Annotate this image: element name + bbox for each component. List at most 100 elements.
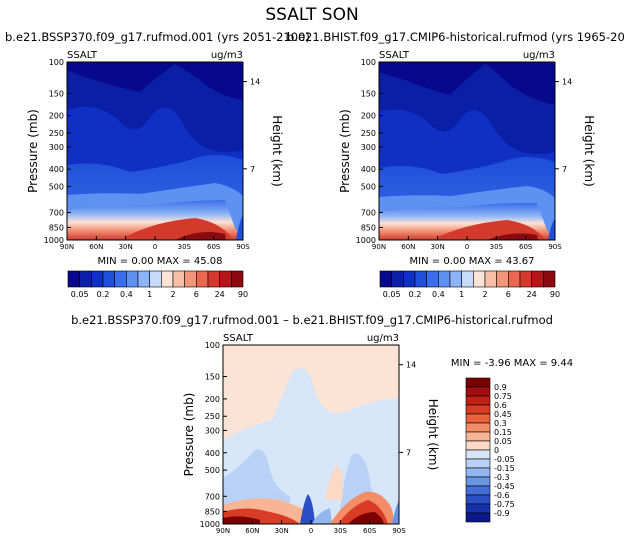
colorbar-box [465,413,491,424]
y-tick-label: 250 [49,129,64,138]
y2-tick-label: 7 [562,165,567,174]
panel-1-case-title: b.e21.BSSP370.f09_g17.rufmod.001 (yrs 20… [5,30,310,44]
colorbar-box [496,270,509,288]
y-tick-label: 200 [205,395,220,404]
panel-3-variable-label: SSALT [223,333,254,344]
colorbar-box [508,270,521,288]
colorbar-panel-2: 0.05 0.2 0.4 1 2 6 24 90 [379,270,560,299]
y-axis-title: Pressure (mb) [182,393,196,477]
colorbar-label: 0.3 [494,419,507,428]
y-tick-label: 850 [49,223,64,232]
colorbar-label: -0.75 [494,500,515,509]
panel-2-units-label: ug/m3 [523,50,555,61]
colorbar-label: 24 [527,290,537,299]
panel-3-case-title: b.e21.BSSP370.f09_g17.rufmod.001 – b.e21… [71,313,553,327]
colorbar-box [465,395,491,406]
colorbar-box [414,270,427,288]
y2-tick-label: 14 [250,78,260,87]
y-tick-label: 700 [205,492,220,501]
panel-1: b.e21.BSSP370.f09_g17.rufmod.001 (yrs 20… [5,30,310,267]
colorbar-difference: 0.90.750.60.450.30.150.050-0.05-0.15-0.3… [465,377,515,523]
panel-3-field [223,345,399,524]
colorbar-box [102,270,115,288]
x-tick-label: 90N [216,527,230,535]
colorbar-label: 0.15 [494,428,512,437]
panel-2-axes: 90N 60N 30N 0 30S 60S 90S 100 150 200 250 300 400 500… [338,58,596,251]
x-tick-label: 60N [245,527,259,535]
colorbar-label: -0.9 [494,509,510,518]
y-tick-label: 200 [49,112,64,121]
colorbar-label: 0.75 [494,392,512,401]
x-tick-label: 60S [519,243,533,251]
colorbar-box [449,270,462,288]
colorbar-box [79,270,92,288]
y-tick-label: 500 [49,182,64,191]
y2-tick-label: 7 [406,448,411,457]
y-tick-label: 300 [205,426,220,435]
panel-2: b.e21.BHIST.f09_g17.CMIP6-historical.ruf… [287,30,625,267]
x-tick-label: 90N [372,243,386,251]
panel-2-variable-label: SSALT [379,50,410,61]
colorbar-box [137,270,150,288]
panel-3: b.e21.BSSP370.f09_g17.rufmod.001 – b.e21… [71,313,573,525]
x-tick-label: 90S [236,243,250,251]
colorbar-label: 0.05 [494,437,512,446]
y-tick-label: 250 [205,412,220,421]
colorbar-label: 0.05 [71,290,89,299]
colorbar-label: 1 [459,290,464,299]
x-tick-label: 60N [401,243,415,251]
figure-title: SSALT SON [265,5,358,25]
colorbar-box [461,270,474,288]
colorbar-label: 0 [494,446,499,455]
colorbar-label: 6 [194,290,199,299]
y-tick-label: 100 [205,341,220,350]
y2-tick-label: 7 [250,165,255,174]
y-tick-label: 200 [361,112,376,121]
panel-1-axes: 90N 60N 30N 0 30S 60S 90S 100 150 200 250 300 400 500… [26,58,284,251]
x-tick-label: 30S [490,243,504,251]
y-tick-label: 1000 [200,520,220,529]
colorbar-box [438,270,451,288]
y-tick-label: 400 [205,449,220,458]
colorbar-label: 0.2 [97,290,110,299]
colorbar-box [91,270,104,288]
colorbar-label: 0.6 [494,401,507,410]
y-tick-label: 150 [49,89,64,98]
colorbar-box [465,467,491,478]
x-tick-label: 30S [178,243,192,251]
y2-axis-title: Height (km) [270,115,284,186]
colorbar-box [465,422,491,433]
x-tick-label: 90S [548,243,562,251]
panel-3-axes: 90N 60N 30N 0 30S 60S 90S 100 150 200 250 300 400 500… [182,341,440,535]
y-tick-label: 500 [205,466,220,475]
colorbar-label: 90 [550,290,560,299]
colorbar-label: -0.45 [494,482,515,491]
panel-2-field [379,62,555,240]
y-tick-label: 700 [361,208,376,217]
x-tick-label: 0 [153,243,157,251]
y-tick-label: 400 [49,165,64,174]
x-tick-label: 60N [89,243,103,251]
y-axis-title: Pressure (mb) [338,109,352,193]
x-tick-label: 0 [309,527,313,535]
colorbar-label: -0.6 [494,491,510,500]
colorbar-box [473,270,486,288]
colorbar-box [172,270,185,288]
colorbar-label: 0.9 [494,383,507,392]
colorbar-box [484,270,497,288]
y-tick-label: 1000 [356,236,376,245]
colorbar-box [391,270,404,288]
colorbar-label: -0.3 [494,473,510,482]
x-tick-label: 90S [392,527,406,535]
colorbar-box [465,485,491,496]
panel-1-variable-label: SSALT [67,50,98,61]
colorbar-box [184,270,197,288]
colorbar-label: 0.45 [494,410,512,419]
colorbar-label: 6 [506,290,511,299]
y-tick-label: 1000 [44,236,64,245]
colorbar-box [114,270,127,288]
colorbar-box [465,377,491,388]
panel-1-field [67,62,243,240]
panel-2-min-max: MIN = 0.00 MAX = 43.67 [410,256,535,267]
